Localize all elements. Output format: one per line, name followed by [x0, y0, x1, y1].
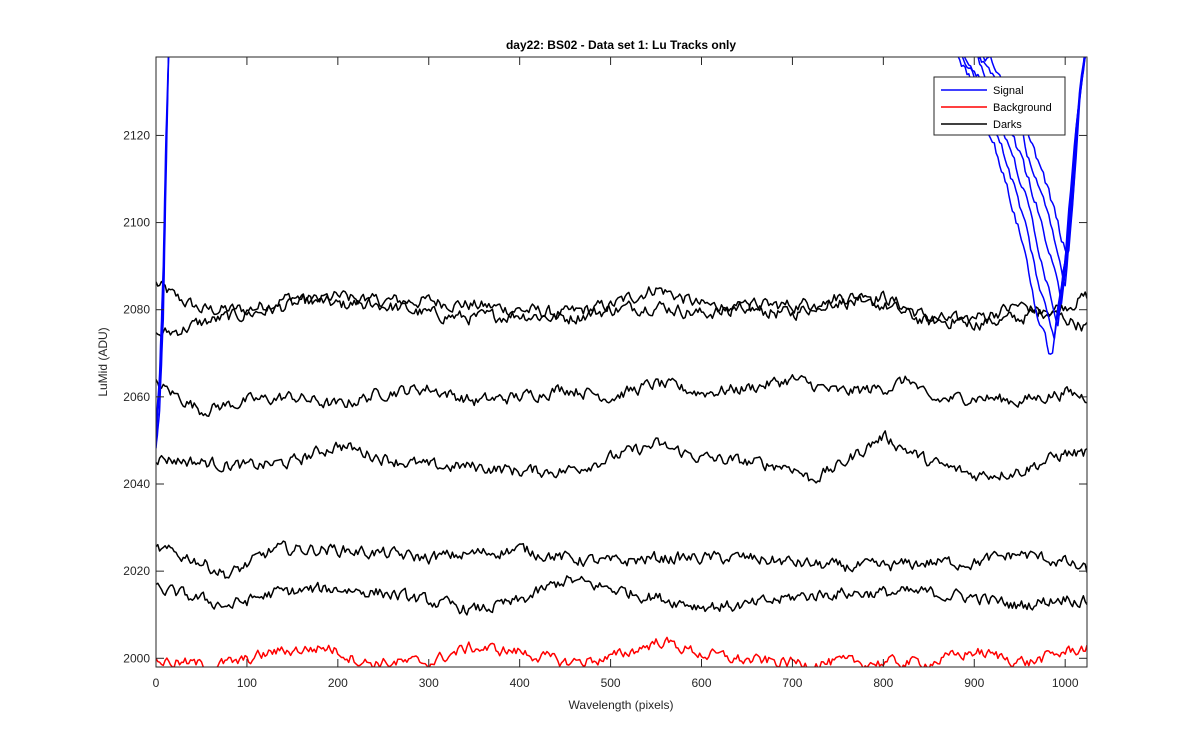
y-tick-label: 2100	[123, 216, 150, 230]
series-darks-line	[156, 540, 1087, 579]
legend-box	[933, 76, 1066, 136]
legend-label-darks: Darks	[993, 119, 1022, 131]
x-tick-label: 100	[237, 676, 257, 690]
series-background-line	[156, 636, 1087, 667]
y-tick-label: 2020	[123, 564, 150, 578]
x-tick-label: 700	[782, 676, 802, 690]
series-darks-line	[156, 374, 1087, 417]
series-darks-line	[156, 575, 1087, 616]
x-tick-label: 500	[601, 676, 621, 690]
y-tick-label: 2060	[123, 390, 150, 404]
x-tick-label: 300	[419, 676, 439, 690]
plot-frame	[155, 56, 1088, 668]
x-tick-label: 600	[691, 676, 711, 690]
plot-background	[156, 57, 1087, 667]
x-tick-label: 400	[510, 676, 530, 690]
series-signal-line	[979, 57, 1086, 287]
y-tick-label: 2040	[123, 477, 150, 491]
legend-label-signal: Signal	[993, 85, 1024, 97]
series-darks-line	[156, 430, 1087, 484]
y-axis-label: LuMid (ADU)	[96, 327, 110, 396]
x-tick-label: 1000	[1052, 676, 1079, 690]
legend-label-background: Background	[993, 102, 1052, 114]
chart-title: day22: BS02 - Data set 1: Lu Tracks only	[506, 38, 736, 52]
y-tick-label: 2000	[123, 651, 150, 665]
tick-layer: 0 100 200 300 400 500 600 700 800 900 1000 2000 2020…	[123, 57, 1087, 690]
x-tick-label: 0	[153, 676, 160, 690]
x-tick-label: 200	[328, 676, 348, 690]
x-tick-label: 900	[964, 676, 984, 690]
x-axis-label: Wavelength (pixels)	[569, 698, 674, 712]
x-tick-label: 800	[873, 676, 893, 690]
y-tick-label: 2120	[123, 128, 150, 142]
y-tick-label: 2080	[123, 303, 150, 317]
series-signal-line	[156, 57, 170, 427]
series-signal-line	[977, 57, 1087, 256]
series-darks-line	[156, 290, 1087, 338]
legend: Signal Background Darks	[933, 76, 1066, 136]
